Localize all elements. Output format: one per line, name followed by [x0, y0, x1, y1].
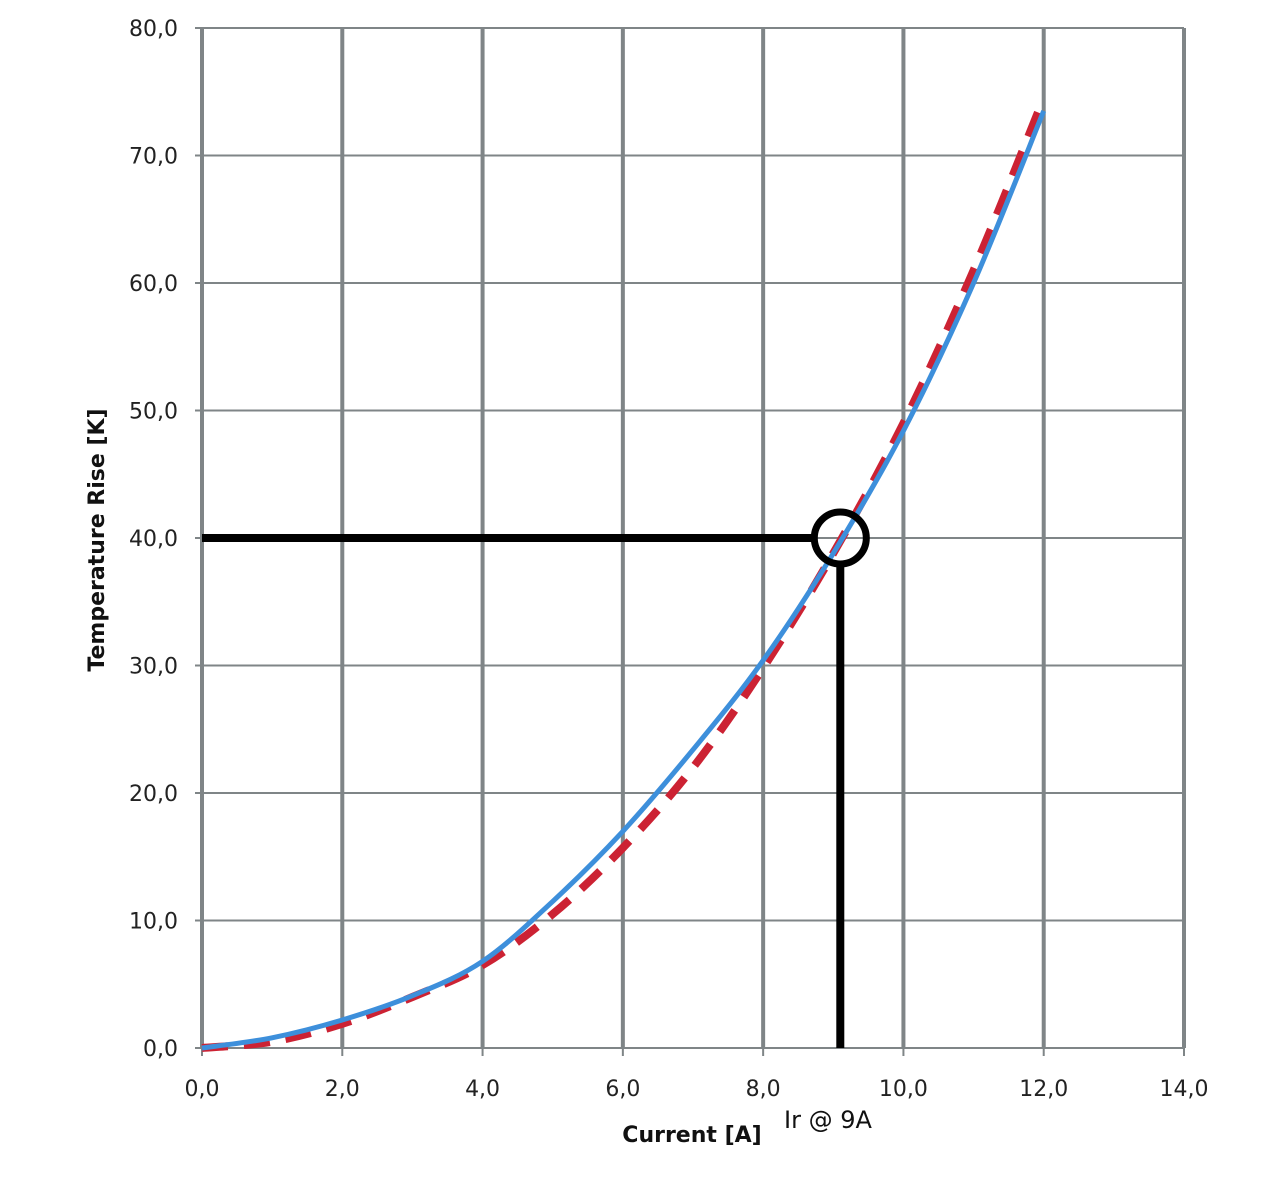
y-tick-label: 70,0 [129, 145, 178, 170]
x-tick-label: 12,0 [1019, 1077, 1068, 1102]
y-tick-label: 40,0 [129, 527, 178, 552]
y-tick-label: 50,0 [129, 400, 178, 425]
x-tick-label: 0,0 [185, 1077, 220, 1102]
y-tick-label: 80,0 [129, 17, 178, 42]
x-tick-label: 10,0 [879, 1077, 928, 1102]
x-tick-label: 6,0 [605, 1077, 640, 1102]
annotation-label: Ir @ 9A [784, 1106, 872, 1134]
x-tick-label: 8,0 [746, 1077, 781, 1102]
operating-point-circle [810, 508, 870, 568]
y-tick-label: 0,0 [143, 1037, 178, 1062]
solid-series-line [201, 109, 1047, 1051]
y-tick-label: 60,0 [129, 272, 178, 297]
x-tick-label: 4,0 [465, 1077, 500, 1102]
x-tick-labels: 0,0 2,0 4,0 6,0 8,0 10,0 12,0 14,0 [185, 1077, 1209, 1102]
y-tick-labels: 0,0 10,0 20,0 30,0 40,0 50,0 60,0 70,0 80,0 [129, 17, 178, 1062]
x-axis-title: Current [A] [622, 1123, 761, 1148]
y-axis-title: Temperature Rise [K] [85, 408, 110, 671]
series-lines [201, 96, 1048, 1052]
dashed-series-line [201, 96, 1048, 1052]
x-tick-label: 2,0 [325, 1077, 360, 1102]
x-tick-label: 14,0 [1160, 1077, 1209, 1102]
reference-lines [202, 534, 845, 1048]
y-tick-label: 10,0 [129, 910, 178, 935]
y-tick-label: 20,0 [129, 782, 178, 807]
y-tick-label: 30,0 [129, 655, 178, 680]
